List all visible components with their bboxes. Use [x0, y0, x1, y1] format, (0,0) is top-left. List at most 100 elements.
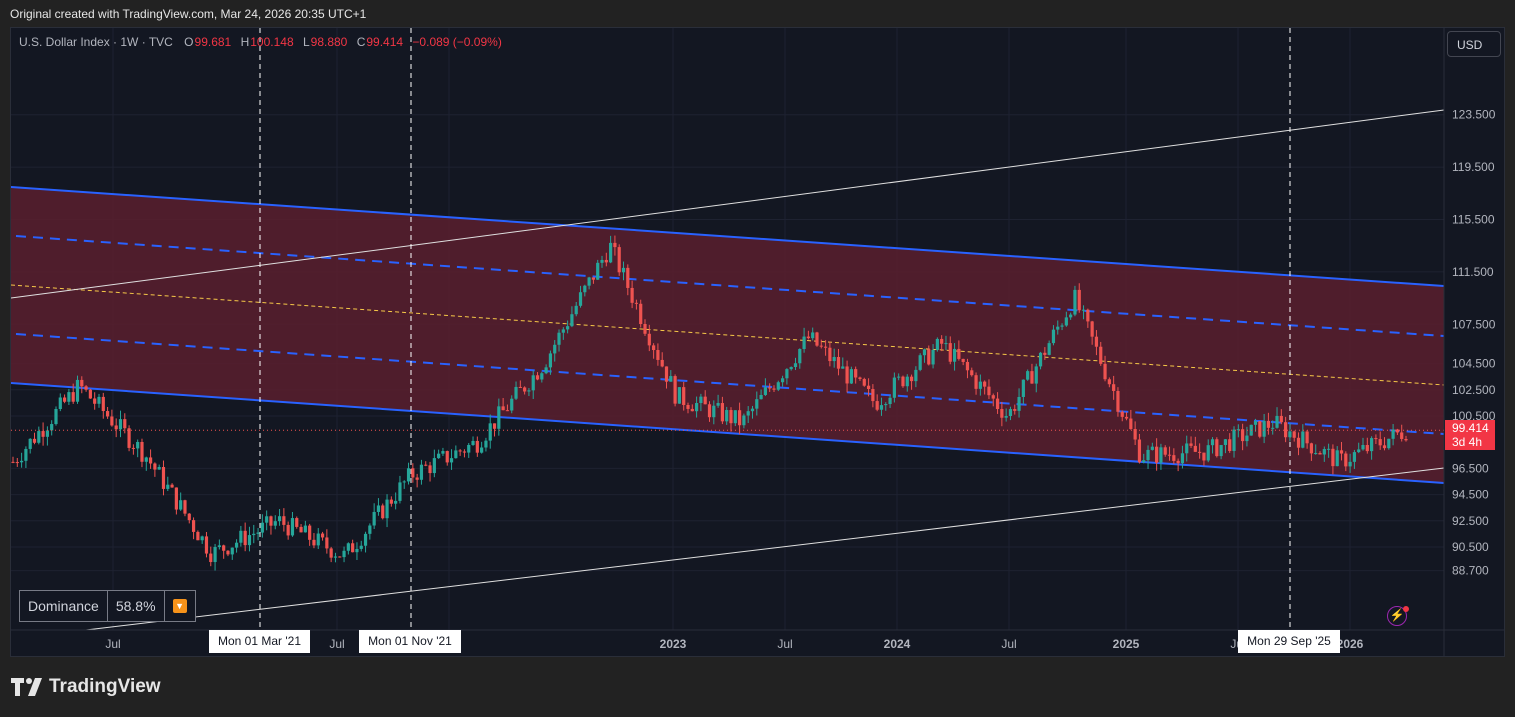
open-value: 99.681: [194, 35, 232, 49]
candle-body: [914, 369, 918, 382]
candle-body: [931, 349, 935, 365]
time-axis-label: 2023: [660, 637, 687, 651]
candle-body: [905, 376, 909, 387]
candle-body: [62, 397, 67, 402]
change-value: −0.089 (−0.09%): [412, 35, 502, 49]
candle-body: [1120, 411, 1124, 417]
candle-body: [1026, 371, 1030, 380]
candle-body: [523, 387, 527, 392]
candle-body: [940, 338, 944, 344]
candle-body: [871, 388, 875, 402]
candle-body: [617, 247, 621, 273]
candle-body: [780, 378, 785, 383]
candle-body: [1309, 443, 1314, 454]
candle-body: [260, 522, 264, 533]
candle-body: [785, 369, 789, 379]
candle-body: [1296, 437, 1301, 448]
candle-body: [1292, 431, 1296, 438]
last-price-tag: 99.414 3d 4h: [1445, 420, 1495, 450]
lightning-icon[interactable]: ⚡: [1387, 606, 1407, 626]
candle-body: [1391, 429, 1395, 439]
candle-body: [381, 505, 385, 519]
candle-body: [32, 438, 37, 443]
candle-body: [419, 464, 424, 480]
candle-body: [699, 396, 703, 404]
candle-body: [256, 532, 260, 534]
candle-body: [497, 406, 501, 429]
candle-body: [591, 277, 596, 280]
candle-body: [574, 305, 578, 315]
candle-body: [909, 376, 914, 382]
logo-text: TradingView: [49, 676, 161, 697]
price-chart[interactable]: 123.500 119.500 115.500 111.500 107.500 104.5…: [11, 28, 1505, 657]
candle-body: [1318, 453, 1322, 455]
chart-credit: Original created with TradingView.com, M…: [10, 7, 367, 21]
candle-body: [110, 416, 114, 426]
candle-body: [462, 451, 467, 453]
candle-body: [209, 553, 213, 563]
candle-body: [927, 349, 931, 365]
candle-body: [819, 345, 823, 347]
candle-body: [1008, 409, 1013, 417]
candle-body: [583, 285, 587, 293]
currency-button[interactable]: USD: [1447, 31, 1501, 57]
candle-body: [707, 404, 712, 418]
candle-body: [376, 505, 381, 512]
chart-panel[interactable]: 123.500 119.500 115.500 111.500 107.500 104.5…: [10, 27, 1505, 657]
candle-body: [45, 430, 49, 437]
candle-body: [965, 361, 970, 371]
candle-body: [849, 369, 853, 384]
dominance-value: 58.8%: [108, 591, 165, 621]
candle-body: [544, 367, 548, 374]
notification-dot: [1403, 606, 1409, 612]
time-axis-label: Jul: [105, 637, 120, 651]
candle-body: [1198, 451, 1202, 453]
crosshair-date-label: Mon 01 Mar '21: [209, 630, 310, 653]
candle-body: [84, 386, 88, 390]
candle-body: [501, 406, 505, 411]
candle-body: [58, 397, 62, 410]
candle-body: [686, 404, 690, 409]
candle-body: [1387, 438, 1391, 449]
candle-body: [673, 376, 677, 404]
candle-body: [566, 326, 570, 330]
candle-body: [1357, 449, 1361, 453]
candle-body: [217, 545, 221, 548]
time-axis-label: 2024: [884, 637, 911, 651]
candle-body: [553, 344, 557, 354]
candle-body: [484, 440, 488, 448]
candle-body: [123, 419, 127, 429]
candle-body: [811, 332, 815, 339]
candle-body: [406, 468, 411, 482]
candle-body: [144, 457, 148, 462]
candle-body: [1172, 455, 1176, 461]
time-axis-label: Jul: [1001, 637, 1016, 651]
candle-body: [359, 545, 363, 549]
last-price: 99.414: [1452, 421, 1489, 435]
candle-body: [11, 461, 15, 463]
candle-body: [1069, 314, 1073, 318]
close-label: C: [356, 35, 366, 49]
candle-body: [325, 537, 329, 549]
candle-body: [402, 481, 406, 483]
candle-body: [75, 379, 80, 402]
candle-body: [630, 287, 634, 303]
candle-body: [411, 468, 415, 478]
candle-body: [535, 375, 540, 380]
high-label: H: [240, 35, 250, 49]
candle-body: [338, 556, 342, 558]
candle-body: [604, 259, 608, 263]
candle-body: [970, 370, 974, 376]
candle-body: [1013, 409, 1017, 411]
tradingview-logo[interactable]: TradingView: [11, 676, 161, 698]
candle-body: [1400, 432, 1404, 439]
candle-body: [892, 377, 896, 398]
channel-lower-line: [11, 382, 1445, 484]
candle-body: [862, 378, 866, 386]
candle-body: [183, 500, 187, 514]
candle-body: [312, 539, 316, 546]
candle-body: [772, 388, 776, 390]
candle-body: [28, 438, 32, 449]
candle-body: [609, 242, 613, 263]
candle-body: [1060, 325, 1064, 327]
